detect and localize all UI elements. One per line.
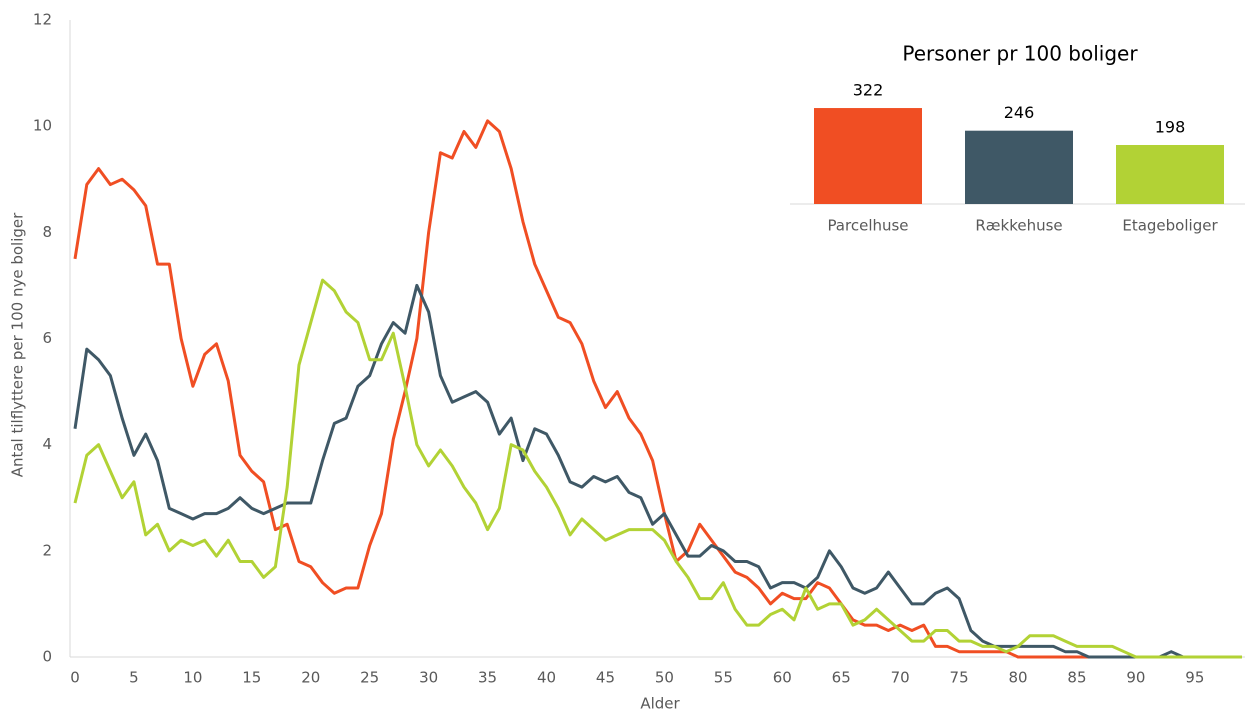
- bar-value-label: 322: [853, 81, 884, 100]
- x-tick-label: 75: [950, 669, 969, 687]
- x-tick-label: 60: [773, 669, 792, 687]
- bar-value-label: 246: [1004, 103, 1035, 122]
- x-tick-label: 95: [1185, 669, 1204, 687]
- x-tick-label: 35: [478, 669, 497, 687]
- bar-value-label: 198: [1155, 117, 1186, 136]
- bar-category-label: Etageboliger: [1122, 217, 1218, 235]
- x-tick-label: 30: [419, 669, 438, 687]
- y-tick-label: 4: [42, 435, 52, 453]
- x-tick-label: 40: [537, 669, 556, 687]
- x-tick-label: 20: [301, 669, 320, 687]
- bar: [965, 130, 1073, 204]
- x-tick-label: 55: [714, 669, 733, 687]
- x-tick-label: 10: [183, 669, 202, 687]
- y-tick-label: 2: [42, 541, 52, 559]
- x-tick-label: 90: [1126, 669, 1145, 687]
- bar: [1116, 144, 1224, 204]
- x-tick-label: 80: [1008, 669, 1027, 687]
- y-tick-label: 6: [42, 329, 52, 347]
- x-tick-label: 70: [891, 669, 910, 687]
- x-tick-label: 50: [655, 669, 674, 687]
- bar-category-label: Rækkehuse: [975, 217, 1062, 235]
- line-series: [73, 119, 1242, 659]
- y-axis-label: Antal tilflyttere per 100 nye boliger: [9, 212, 27, 477]
- bar: [814, 108, 922, 204]
- x-tick-label: 25: [360, 669, 379, 687]
- y-tick-label: 0: [42, 648, 52, 666]
- y-tick-label: 12: [33, 11, 52, 29]
- y-tick-label: 10: [33, 117, 52, 135]
- x-tick-label: 45: [596, 669, 615, 687]
- inset-title: Personer pr 100 boliger: [902, 42, 1138, 66]
- line-series: [73, 283, 1242, 659]
- x-tick-label: 5: [129, 669, 139, 687]
- x-tick-label: 0: [70, 669, 80, 687]
- y-tick-label: 8: [42, 223, 52, 241]
- x-tick-label: 85: [1067, 669, 1086, 687]
- x-tick-label: 15: [242, 669, 261, 687]
- x-tick-label: 65: [832, 669, 851, 687]
- line-series: [73, 278, 1242, 659]
- x-axis-label: Alder: [640, 695, 680, 713]
- bar-category-label: Parcelhuse: [827, 217, 908, 235]
